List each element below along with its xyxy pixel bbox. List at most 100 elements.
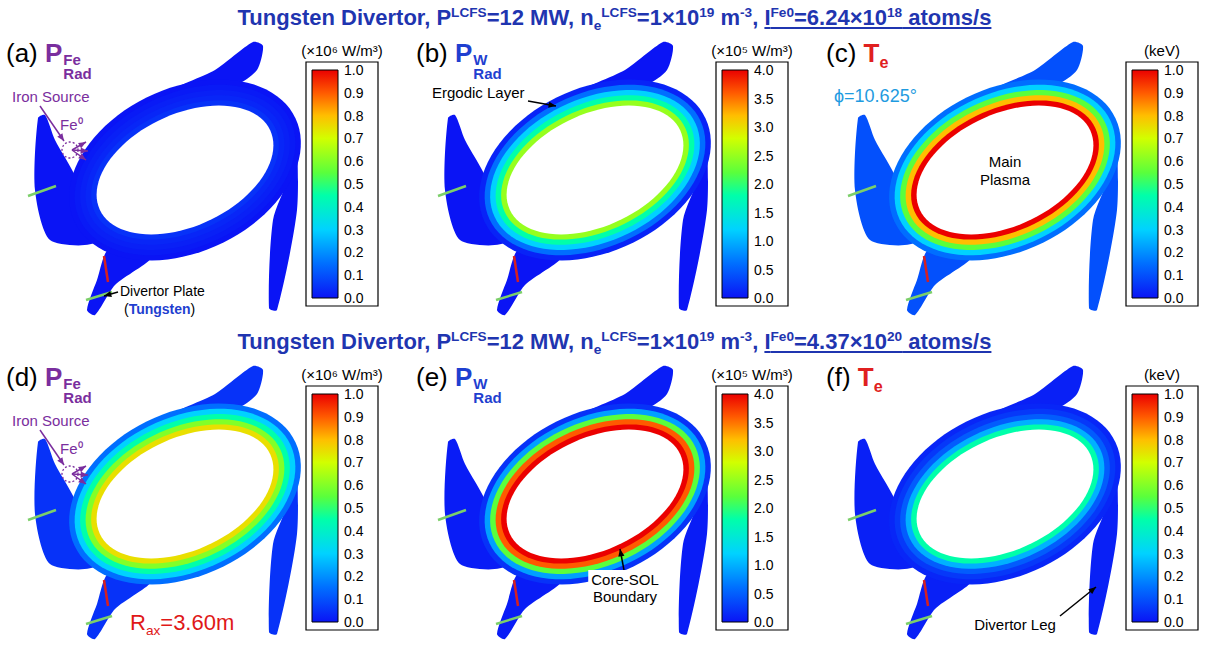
- html-text:LCFS=1×10: LCFS=1×10: [601, 4, 700, 30]
- svg-text:0.2: 0.2: [1164, 244, 1184, 260]
- svg-text:0.3: 0.3: [344, 222, 364, 238]
- svg-text:0.2: 0.2: [344, 568, 364, 584]
- html-text:(c) Te: (c) Te: [826, 38, 889, 72]
- svg-text:2.0: 2.0: [754, 500, 774, 516]
- svg-text:1.0: 1.0: [1164, 386, 1184, 402]
- svg-text:1.0: 1.0: [344, 62, 364, 78]
- svg-text:ϕ=10.625°: ϕ=10.625°: [834, 86, 917, 106]
- html-text:(f) Te: (f) Te: [826, 362, 883, 396]
- svg-text:1.5: 1.5: [754, 205, 774, 221]
- svg-text:0.8: 0.8: [344, 432, 364, 448]
- svg-text:0.7: 0.7: [344, 454, 364, 470]
- svg-text:0.8: 0.8: [1164, 108, 1184, 124]
- svg-text:0.3: 0.3: [1164, 546, 1184, 562]
- svg-text:0.7: 0.7: [1164, 130, 1184, 146]
- svg-text:0.4: 0.4: [344, 199, 364, 215]
- svg-text:4.0: 4.0: [754, 62, 774, 78]
- svg-text:2.0: 2.0: [754, 176, 774, 192]
- svg-text:0.6: 0.6: [1164, 477, 1184, 493]
- svg-text:0.1: 0.1: [344, 591, 364, 607]
- html-text:(e) PW: (e) PW: [416, 362, 488, 392]
- svg-text:Fe⁰: Fe⁰: [60, 440, 83, 457]
- html-text:(d) PFe: (d) PFe: [6, 362, 81, 392]
- svg-text:1.5: 1.5: [754, 529, 774, 545]
- svg-text:Ergodic Layer: Ergodic Layer: [432, 84, 525, 101]
- svg-text:Fe⁰: Fe⁰: [60, 116, 83, 133]
- svg-text:0.5: 0.5: [1164, 176, 1184, 192]
- svg-text:0.0: 0.0: [344, 614, 364, 630]
- svg-text:0.0: 0.0: [1164, 614, 1184, 630]
- html-text:(a) PFe: (a) PFe: [6, 38, 81, 68]
- svg-text:0.9: 0.9: [344, 85, 364, 101]
- svg-text:0.5: 0.5: [754, 586, 774, 602]
- svg-text:0.0: 0.0: [1164, 290, 1184, 306]
- svg-text:0.5: 0.5: [344, 500, 364, 516]
- svg-text:0.0: 0.0: [344, 290, 364, 306]
- svg-text:0.0: 0.0: [754, 290, 774, 306]
- svg-text:): ): [191, 301, 196, 317]
- svg-text:Iron Source: Iron Source: [12, 88, 90, 105]
- svg-text:3.5: 3.5: [754, 415, 774, 431]
- svg-text:0.5: 0.5: [1164, 500, 1184, 516]
- svg-text:0.7: 0.7: [344, 130, 364, 146]
- svg-text:Plasma: Plasma: [980, 171, 1031, 188]
- html-text:18atoms/s: 18atoms/s: [887, 4, 992, 30]
- svg-text:1.0: 1.0: [344, 386, 364, 402]
- svg-text:0.9: 0.9: [1164, 85, 1184, 101]
- html-text:19m-3, IFe0=4.37×10: 19m-3, IFe0=4.37×10: [699, 328, 887, 354]
- svg-text:0.1: 0.1: [344, 267, 364, 283]
- html-text:19m-3, IFe0=6.24×10: 19m-3, IFe0=6.24×10: [699, 4, 887, 30]
- svg-text:3.5: 3.5: [754, 91, 774, 107]
- svg-text:1.0: 1.0: [754, 233, 774, 249]
- svg-text:0.5: 0.5: [344, 176, 364, 192]
- html-text:20atoms/s: 20atoms/s: [887, 328, 992, 354]
- html-text:Tungsten Divertor, PLCFS=12 MW: Tungsten Divertor, PLCFS=12 MW, ne: [237, 4, 602, 34]
- svg-text:1.0: 1.0: [1164, 62, 1184, 78]
- html-text:LCFS=1×10: LCFS=1×10: [601, 328, 700, 354]
- svg-text:0.4: 0.4: [1164, 523, 1184, 539]
- svg-text:Boundary: Boundary: [593, 588, 658, 605]
- svg-text:0.9: 0.9: [344, 409, 364, 425]
- svg-text:2.5: 2.5: [754, 472, 774, 488]
- svg-text:0.6: 0.6: [344, 477, 364, 493]
- svg-text:(×10⁵ W/m³): (×10⁵ W/m³): [711, 366, 793, 383]
- svg-text:0.3: 0.3: [1164, 222, 1184, 238]
- svg-text:(keV): (keV): [1144, 366, 1180, 383]
- svg-text:Core-SOL: Core-SOL: [591, 571, 659, 588]
- svg-text:4.0: 4.0: [754, 386, 774, 402]
- svg-text:1.0: 1.0: [754, 557, 774, 573]
- html-text:Tungsten Divertor, PLCFS=12 MW: Tungsten Divertor, PLCFS=12 MW, ne: [237, 328, 602, 358]
- svg-text:(×10⁶ W/m³): (×10⁶ W/m³): [301, 366, 383, 383]
- svg-text:Tungsten: Tungsten: [129, 301, 191, 317]
- html-text:Rad: Rad: [63, 65, 92, 82]
- svg-text:3.0: 3.0: [754, 443, 774, 459]
- svg-text:(keV): (keV): [1144, 42, 1180, 59]
- svg-text:0.4: 0.4: [1164, 199, 1184, 215]
- svg-text:(×10⁵ W/m³): (×10⁵ W/m³): [711, 42, 793, 59]
- svg-text:0.8: 0.8: [1164, 432, 1184, 448]
- svg-text:0.3: 0.3: [344, 546, 364, 562]
- svg-text:3.0: 3.0: [754, 119, 774, 135]
- svg-text:0.4: 0.4: [344, 523, 364, 539]
- svg-text:0.5: 0.5: [754, 262, 774, 278]
- svg-text:0.8: 0.8: [344, 108, 364, 124]
- svg-text:0.6: 0.6: [1164, 153, 1184, 169]
- html-text:Rad: Rad: [473, 65, 502, 82]
- svg-text:0.1: 0.1: [1164, 267, 1184, 283]
- svg-text:Divertor Plate: Divertor Plate: [120, 283, 205, 299]
- svg-text:0.1: 0.1: [1164, 591, 1184, 607]
- svg-text:0.9: 0.9: [1164, 409, 1184, 425]
- html-text:(b) PW: (b) PW: [416, 38, 488, 68]
- svg-text:(×10⁶ W/m³): (×10⁶ W/m³): [301, 42, 383, 59]
- svg-text:Main: Main: [989, 153, 1022, 170]
- svg-text:2.5: 2.5: [754, 148, 774, 164]
- svg-text:0.7: 0.7: [1164, 454, 1184, 470]
- html-text:Rax=3.60m: Rax=3.60m: [130, 610, 235, 639]
- svg-text:Divertor Leg: Divertor Leg: [974, 616, 1056, 633]
- svg-text:0.2: 0.2: [1164, 568, 1184, 584]
- svg-text:Iron Source: Iron Source: [12, 412, 90, 429]
- html-text:Rad: Rad: [63, 389, 92, 406]
- svg-text:0.6: 0.6: [344, 153, 364, 169]
- svg-text:0.0: 0.0: [754, 614, 774, 630]
- svg-text:0.2: 0.2: [344, 244, 364, 260]
